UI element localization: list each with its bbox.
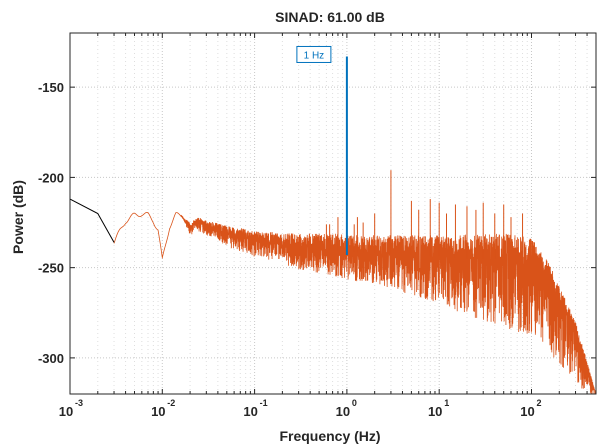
x-tick-base: 10 (520, 404, 534, 419)
annotation-label: 1 Hz (304, 50, 325, 61)
annotation-box (296, 45, 332, 63)
axis-ticks (69, 33, 597, 394)
x-tick-base: 10 (151, 404, 165, 419)
x-tick-exponent: -2 (167, 398, 175, 408)
x-tick-label: 10-2 (151, 398, 175, 419)
x-tick-label: 10-1 (243, 398, 267, 419)
x-tick-label: 10-3 (59, 398, 83, 419)
y-tick-label: -300 (38, 351, 64, 366)
x-tick-label: 102 (520, 398, 541, 419)
annotation: 1 Hz (296, 45, 332, 63)
x-tick-base: 10 (59, 404, 73, 419)
plot-series (69, 56, 597, 395)
x-tick-label: 100 (336, 398, 357, 419)
x-tick-base: 10 (243, 404, 257, 419)
y-axis-label: Power (dB) (10, 180, 26, 254)
chart-title: SINAD: 61.00 dB (275, 9, 385, 25)
dc-line (69, 198, 115, 243)
spectrum-line (113, 211, 597, 395)
x-tick-base: 10 (428, 404, 442, 419)
y-tick-label: -150 (38, 80, 64, 95)
y-tick-label: -200 (38, 170, 64, 185)
x-tick-exponent: -3 (75, 398, 83, 408)
x-tick-label: 101 (428, 398, 449, 419)
y-tick-label: -250 (38, 261, 64, 276)
x-tick-base: 10 (336, 404, 350, 419)
y-tick-labels: -150 -200 -250 -300 (38, 80, 64, 366)
x-tick-exponent: -1 (260, 398, 268, 408)
x-tick-exponent: 0 (352, 398, 357, 408)
x-tick-exponent: 2 (536, 398, 541, 408)
x-tick-exponent: 1 (444, 398, 449, 408)
x-axis-label: Frequency (Hz) (279, 428, 380, 444)
